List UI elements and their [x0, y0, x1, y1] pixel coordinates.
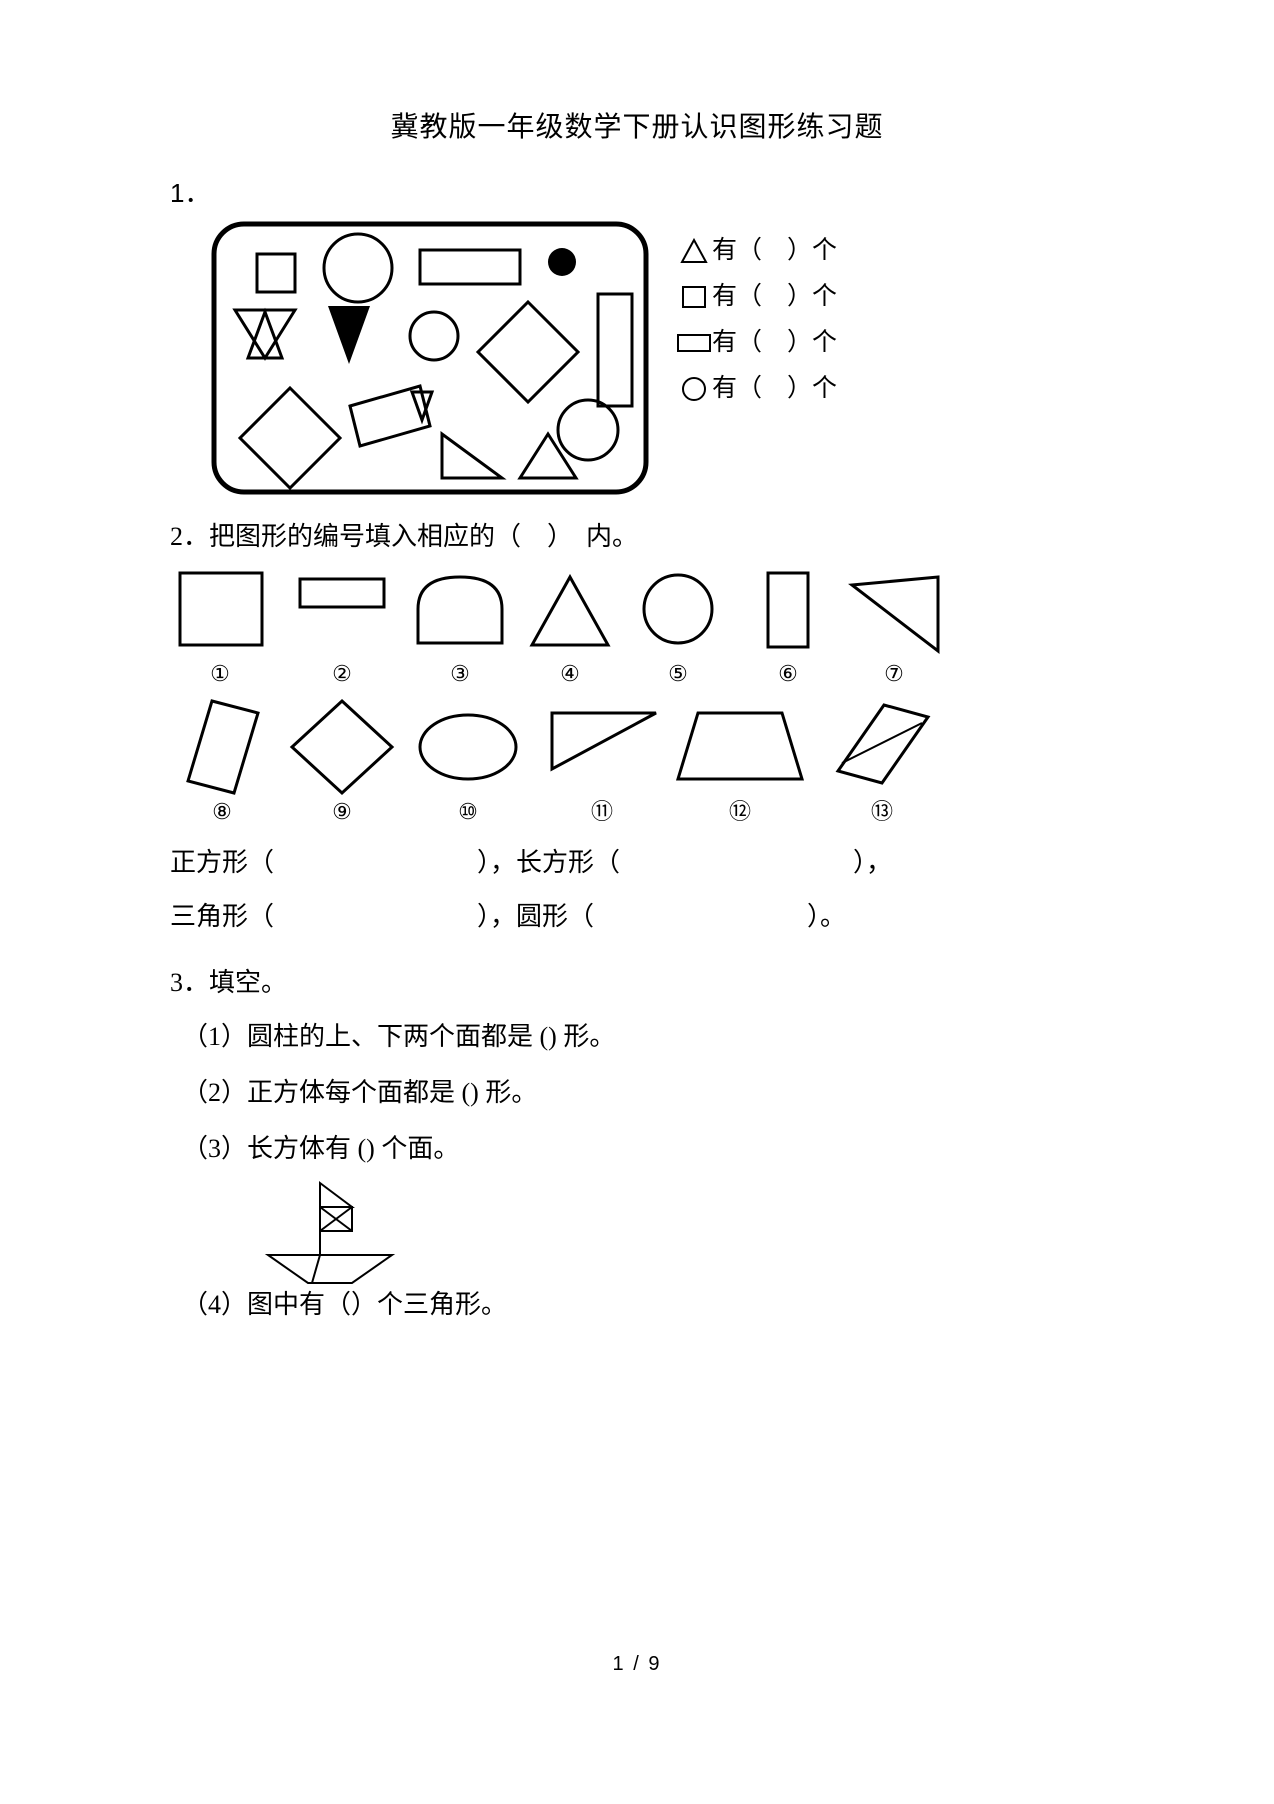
q2-label-1: ①: [210, 661, 230, 686]
q2-label-4: ④: [560, 661, 580, 686]
q2-label-7: ⑦: [884, 661, 904, 686]
q2-label-2: ②: [332, 661, 352, 686]
rectangle-icon: [676, 332, 712, 354]
legend-text-triangle: 有（ ）个: [712, 228, 837, 274]
q2-circ-label: ），圆形（: [477, 902, 594, 931]
triangle-icon: [676, 238, 712, 264]
legend-row-square: 有（ ）个: [676, 274, 837, 320]
q2-label-8: ⑧: [212, 799, 232, 823]
q2-circ-end: ）。: [807, 902, 846, 931]
q3-4-figure: [242, 1177, 422, 1287]
page-footer: 1 / 9: [0, 1653, 1274, 1676]
q2-answer-line-1: 正方形（ ），长方形（ ），: [170, 836, 1104, 890]
question-1-body: 有（ ）个 有（ ）个 有（ ）个 有（ ）个: [210, 220, 1104, 496]
q2-label-5: ⑤: [668, 661, 688, 686]
question-3: 3．填空。 （1）圆柱的上、下两个面都是 () 形。 （2）正方体每个面都是 (…: [170, 962, 1104, 1329]
q1-shapes-box: [210, 220, 650, 496]
q1-legend: 有（ ）个 有（ ）个 有（ ）个 有（ ）个: [676, 228, 837, 412]
q2-rect-label: ），长方形（: [477, 848, 620, 877]
legend-text-rectangle: 有（ ）个: [712, 320, 837, 366]
legend-row-rectangle: 有（ ）个: [676, 320, 837, 366]
q2-label-13: ⑬: [871, 799, 893, 823]
legend-text-circle: 有（ ）个: [712, 366, 837, 412]
q2-label-10: ⑩: [458, 799, 478, 823]
question-3-number: 3．填空。: [170, 962, 1104, 999]
q2-square-label: 正方形（: [170, 848, 274, 877]
q2-label-6: ⑥: [778, 661, 798, 686]
q2-shapes-grid: ① ② ③ ④ ⑤ ⑥ ⑦ ⑧ ⑨ ⑩ ⑪ ⑫ ⑬: [170, 563, 950, 823]
legend-text-square: 有（ ）个: [712, 274, 837, 320]
q2-tri-label: 三角形（: [170, 902, 274, 931]
q3-line-1: （1）圆柱的上、下两个面都是 () 形。: [182, 1009, 1104, 1065]
circle-icon: [676, 376, 712, 402]
q2-rect-end: ），: [853, 848, 892, 877]
page-content: 冀教版一年级数学下册认识图形练习题 1．: [170, 105, 1104, 1329]
q2-label-11: ⑪: [591, 799, 613, 823]
q2-answer-line-2: 三角形（ ），圆形（ ）。: [170, 890, 1104, 944]
worksheet-title: 冀教版一年级数学下册认识图形练习题: [170, 105, 1104, 145]
square-icon: [676, 284, 712, 310]
q2-label-9: ⑨: [332, 799, 352, 823]
q2-label-12: ⑫: [729, 799, 751, 823]
legend-row-triangle: 有（ ）个: [676, 228, 837, 274]
q2-answer-lines: 正方形（ ），长方形（ ）， 三角形（ ），圆形（ ）。: [170, 836, 1104, 944]
q3-line-4: （4）图中有（）个三角形。: [182, 1284, 1104, 1321]
q2-label-3: ③: [450, 661, 470, 686]
question-1-number: 1．: [170, 173, 1104, 210]
legend-row-circle: 有（ ）个: [676, 366, 837, 412]
q3-line-3: （3）长方体有 () 个面。: [182, 1121, 1104, 1177]
q3-line-2: （2）正方体每个面都是 () 形。: [182, 1065, 1104, 1121]
question-2-text: 2．把图形的编号填入相应的（ ） 内。: [170, 516, 1104, 553]
q3-line-4-wrap: （4）图中有（）个三角形。: [182, 1177, 1104, 1329]
